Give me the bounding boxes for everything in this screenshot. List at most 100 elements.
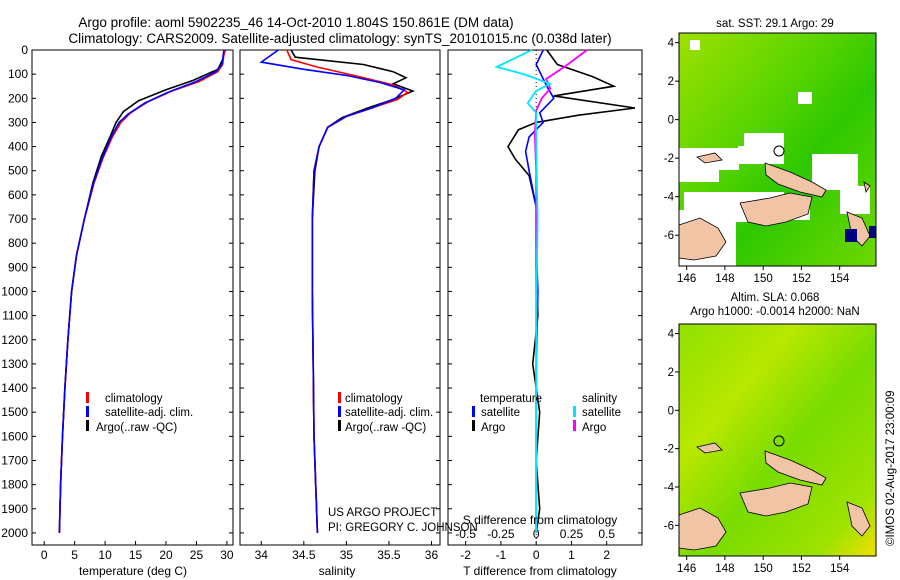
sst-land — [678, 152, 871, 261]
y-tick-label: 700 — [8, 212, 28, 226]
series-line-t-satellite — [524, 49, 555, 533]
header-title: Argo profile: aoml 5902235_46 14-Oct-201… — [78, 15, 513, 30]
float-location-marker — [773, 145, 785, 157]
series-line-t-argo — [507, 49, 636, 534]
x-tick-label: 35 — [340, 548, 354, 562]
map-y-tick-label: 4 — [668, 329, 675, 341]
y-tick-label: 1100 — [2, 309, 28, 323]
legend-label: climatology — [345, 393, 403, 405]
x-tick-label: 36 — [425, 548, 439, 562]
legend-title-salinity: salinity — [582, 393, 617, 405]
legend-label: satellite-adj. clim. — [345, 407, 433, 419]
map-x-tick-label: 152 — [792, 273, 811, 285]
x-tick-label: 1 — [568, 548, 575, 562]
y-tick-label: 800 — [8, 236, 28, 250]
s-tick-label: 0.25 — [560, 527, 584, 541]
x-tick-label: -1 — [496, 548, 507, 562]
y-tick-label: 2000 — [1, 526, 28, 540]
map-x-tick-label: 154 — [830, 563, 850, 575]
x-tick-label: 0 — [533, 548, 540, 562]
y-tick-label: 600 — [8, 188, 28, 202]
map-y-tick-label: 2 — [668, 367, 674, 379]
map-x-tick-label: 150 — [754, 563, 773, 575]
legend-label: Argo — [582, 422, 606, 434]
x-tick-label: 34 — [255, 548, 269, 562]
t-diff-xlabel: T difference from climatology — [463, 564, 617, 578]
x-tick-label: 34.5 — [292, 548, 316, 562]
series-line-climatology — [286, 49, 410, 533]
y-tick-label: 1200 — [1, 333, 28, 347]
legend-swatch-s-satellite — [573, 406, 576, 417]
y-tick-label: 1800 — [1, 478, 28, 492]
y-tick-label: 1500 — [1, 405, 28, 419]
x-tick-label: 30 — [220, 548, 234, 562]
y-tick-label: 1400 — [1, 381, 28, 395]
pi-credit: PI: GREGORY C. JOHNSON — [328, 522, 478, 534]
legend-swatch-t-satellite — [472, 406, 475, 417]
map-y-tick-label: -4 — [664, 482, 675, 494]
y-tick-label: 500 — [8, 164, 28, 178]
map-y-tick-label: 4 — [668, 38, 675, 50]
sla-map-subtitle: Argo h1000: -0.0014 h2000: NaN — [690, 306, 859, 318]
sst-map-axes: 4 2 0 -2 -4 -6 146 148 150 152 154 — [664, 38, 850, 285]
plot-frame — [447, 49, 643, 546]
series-line-climatology — [58, 49, 226, 533]
s-tick-label: -0.5 — [455, 527, 476, 541]
x-tick-label: 25 — [190, 548, 204, 562]
series-line-satellite-adj-clim- — [58, 49, 225, 533]
y-tick-label: 1700 — [1, 453, 28, 467]
map-y-tick-label: -6 — [664, 520, 674, 532]
series-line-satellite-adj-clim- — [259, 49, 406, 533]
y-tick-label: 900 — [8, 260, 28, 274]
x-tick-label: 2 — [603, 548, 610, 562]
sla-map-title: Altim. SLA: 0.068 — [731, 292, 820, 304]
map-y-tick-label: -2 — [664, 153, 674, 165]
y-tick-label: 0 — [21, 43, 28, 57]
map-x-tick-label: 154 — [830, 273, 850, 285]
legend-swatch-climatology — [338, 392, 341, 403]
map-x-tick-label: 152 — [792, 563, 811, 575]
legend-swatch-t-argo — [472, 420, 475, 431]
y-tick-label: 1000 — [1, 284, 28, 298]
map-x-tick-label: 150 — [754, 273, 773, 285]
float-location-marker — [773, 435, 785, 447]
sst-map — [678, 32, 877, 267]
map-y-tick-label: -6 — [664, 230, 674, 242]
project-credit: US ARGO PROJECT — [328, 507, 437, 519]
temperature-legend: climatology satellite-adj. clim. Argo(..… — [86, 392, 193, 434]
legend-swatch-argo — [86, 420, 89, 431]
legend-swatch-argo — [338, 420, 341, 431]
header-subtitle: Climatology: CARS2009. Satellite-adjuste… — [68, 31, 611, 46]
y-tick-label: 1300 — [1, 357, 28, 371]
difference-legend: temperature salinity satellite Argo sate… — [472, 393, 621, 434]
map-x-tick-label: 146 — [677, 273, 696, 285]
y-tick-label: 300 — [8, 115, 28, 129]
x-tick-label: 35.5 — [377, 548, 401, 562]
legend-swatch-satellite — [86, 406, 89, 417]
temperature-panel: 0 5 10 15 20 25 300100200300400500600700800900… — [1, 43, 234, 562]
map-y-tick-label: 0 — [668, 405, 674, 417]
s-tick-label: 0.5 — [598, 527, 615, 541]
legend-label: climatology — [105, 393, 163, 405]
legend-label: satellite — [481, 407, 520, 419]
legend-swatch-climatology — [86, 392, 89, 403]
plot-frame — [239, 49, 441, 546]
y-tick-label: 1600 — [1, 429, 28, 443]
legend-label: Argo(..raw -QC) — [96, 422, 177, 434]
legend-swatch-satellite — [338, 406, 341, 417]
y-tick-label: 100 — [8, 67, 28, 81]
s-diff-xlabel: S difference from climatology — [463, 513, 618, 527]
map-y-tick-label: 0 — [668, 115, 674, 127]
temperature-xlabel: temperature (deg C) — [79, 564, 187, 578]
y-tick-label: 200 — [8, 91, 28, 105]
x-tick-label: -2 — [460, 548, 471, 562]
legend-label: satellite-adj. clim. — [105, 407, 193, 419]
sst-deep-cell — [845, 229, 857, 242]
legend-title-temperature: temperature — [480, 393, 542, 405]
plot-frame — [31, 49, 234, 546]
y-tick-label: 400 — [8, 140, 28, 154]
map-x-tick-label: 148 — [715, 273, 734, 285]
map-y-tick-label: 2 — [668, 76, 674, 88]
